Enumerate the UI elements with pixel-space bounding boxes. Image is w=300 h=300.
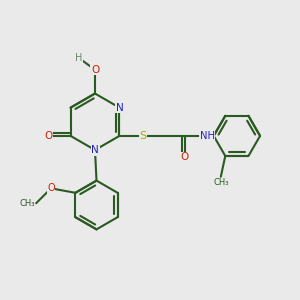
Text: O: O bbox=[47, 183, 55, 193]
Text: CH₃: CH₃ bbox=[213, 178, 229, 187]
Text: O: O bbox=[44, 131, 52, 141]
Text: S: S bbox=[140, 131, 147, 141]
Text: N: N bbox=[116, 103, 123, 112]
Text: CH₃: CH₃ bbox=[19, 199, 35, 208]
Text: H: H bbox=[75, 53, 82, 63]
Text: O: O bbox=[91, 65, 99, 75]
Text: NH: NH bbox=[200, 131, 214, 141]
Text: O: O bbox=[181, 152, 189, 162]
Text: N: N bbox=[91, 145, 99, 155]
